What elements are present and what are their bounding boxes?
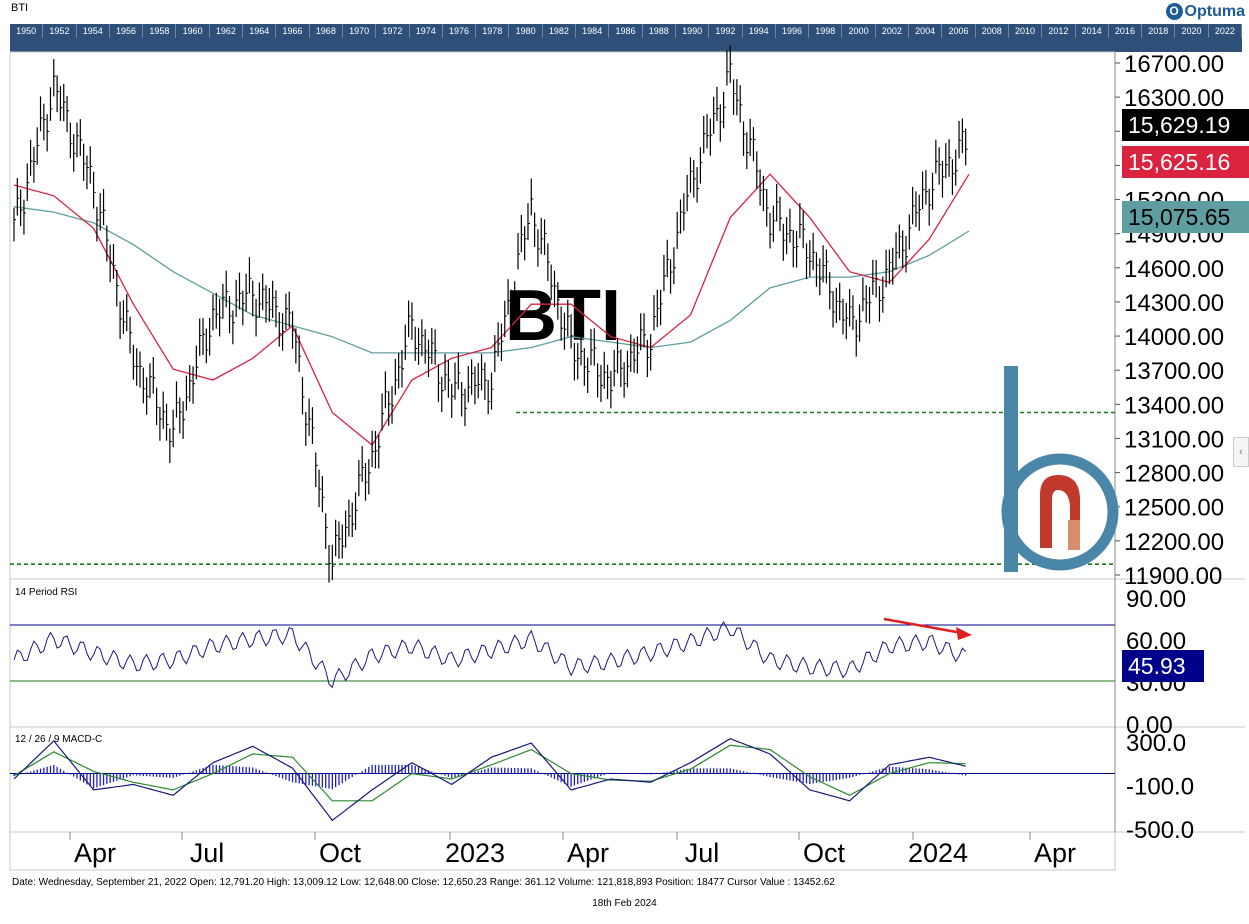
timeline-year: 1974 — [410, 24, 443, 38]
timeline-year: 2000 — [842, 24, 876, 38]
price-tick-label: 12500.00 — [1124, 495, 1224, 522]
divergence-arrowhead — [956, 627, 972, 640]
timeline-year: 1972 — [376, 24, 410, 38]
x-tick-label: 2024 — [908, 838, 968, 868]
timeline-year: 1980 — [509, 24, 543, 38]
divergence-arrow — [883, 617, 963, 635]
chart-date: 18th Feb 2024 — [592, 898, 657, 909]
logo-text: Optuma — [1184, 3, 1245, 20]
macd-pane-label: 12 / 26 / 9 MACD-C — [15, 734, 103, 745]
ma-short-line — [13, 173, 970, 446]
timeline-year: 1962 — [210, 24, 244, 38]
timeline-year: 1954 — [77, 24, 110, 38]
price-tick-label: 11900.00 — [1124, 563, 1222, 590]
x-tick-label: Apr — [1034, 838, 1076, 868]
price-tick-label: 13400.00 — [1124, 392, 1224, 419]
timeline-year: 2002 — [876, 24, 910, 38]
rsi-line — [13, 620, 967, 689]
timeline-year: 2006 — [942, 24, 976, 38]
timeline-year: 1964 — [243, 24, 277, 38]
rsi-pane-label: 14 Period RSI — [15, 587, 78, 598]
macd-line — [13, 738, 966, 822]
brand-logo-accent — [1068, 520, 1080, 550]
timeline-year: 1976 — [443, 24, 477, 38]
optuma-logo-icon: O — [1165, 3, 1183, 21]
ma-long-line — [13, 206, 970, 354]
x-tick-label: Oct — [803, 838, 846, 868]
timeline-year: 2022 — [1209, 24, 1242, 38]
ticker-label: BTI — [11, 2, 29, 14]
macd-signal-line — [13, 744, 966, 802]
x-tick-label: Oct — [319, 838, 362, 868]
timeline-year: 1966 — [276, 24, 310, 38]
price-tick-label: 13700.00 — [1124, 358, 1224, 385]
macd-tick-label: -100.0 — [1126, 773, 1194, 800]
rsi-tick-label: 0.00 — [1126, 712, 1173, 739]
rsi-value-badge: 45.93 — [1122, 650, 1204, 682]
brand-logo-ring — [1001, 453, 1119, 571]
timeline-year: 1988 — [643, 24, 676, 38]
timeline-year: 2010 — [1009, 24, 1043, 38]
price-tick-label: 16300.00 — [1124, 85, 1224, 112]
optuma-logo: O Optuma — [1165, 3, 1245, 21]
timeline-year: 1978 — [476, 24, 510, 38]
timeline-navigator[interactable]: 1950 1952 1954 1956 1958 1960 1962 1964 1966 1968… — [10, 24, 1242, 52]
timeline-year: 1960 — [176, 24, 210, 38]
timeline-year: 1956 — [110, 24, 144, 38]
timeline-year: 1992 — [709, 24, 743, 38]
timeline-year: 2018 — [1142, 24, 1176, 38]
timeline-year: 1958 — [143, 24, 177, 38]
x-tick-label: Jul — [190, 838, 225, 868]
timeline-year: 1968 — [310, 24, 343, 38]
price-tick-label: 12200.00 — [1124, 529, 1224, 556]
watermark-text: BTI — [505, 276, 621, 356]
timeline-year: 2014 — [1076, 24, 1109, 38]
price-tick-label: 12800.00 — [1124, 461, 1224, 488]
ma-short-badge: 15,625.16 — [1122, 146, 1249, 178]
timeline-year: 1970 — [343, 24, 377, 38]
x-tick-label: Apr — [74, 838, 116, 868]
price-tick-label: 14000.00 — [1124, 324, 1224, 351]
timeline-year: 1994 — [743, 24, 776, 38]
price-tick-label: 16700.00 — [1124, 51, 1224, 78]
macd-tick-label: 300.0 — [1126, 730, 1186, 757]
timeline-year: 1990 — [676, 24, 710, 38]
ma-long-badge: 15,075.65 — [1122, 201, 1249, 233]
timeline-year: 2012 — [1042, 24, 1076, 38]
brand-logo-mark — [1040, 475, 1080, 548]
rsi-tick-label: 90.00 — [1126, 586, 1186, 613]
price-tick-label: 13100.00 — [1124, 426, 1224, 453]
timeline-year: 1986 — [609, 24, 643, 38]
collapse-panel-button[interactable]: ‹ — [1233, 437, 1249, 467]
macd-tick-label: -500.0 — [1126, 817, 1194, 844]
timeline-year: 1952 — [43, 24, 77, 38]
timeline-year: 2008 — [976, 24, 1009, 38]
timeline-year: 2016 — [1109, 24, 1143, 38]
x-tick-label: 2023 — [445, 838, 505, 868]
x-tick-label: Jul — [685, 838, 720, 868]
timeline-year: 1982 — [543, 24, 577, 38]
cursor-info-bar: Date: Wednesday, September 21, 2022 Open… — [12, 877, 835, 888]
x-tick-label: Apr — [567, 838, 609, 868]
timeline-year: 2004 — [909, 24, 943, 38]
timeline-years: 1950 1952 1954 1956 1958 1960 1962 1964 1966 1968… — [10, 24, 1242, 38]
timeline-year: 1998 — [809, 24, 843, 38]
price-tick-label: 14300.00 — [1124, 290, 1224, 317]
timeline-year: 1996 — [776, 24, 810, 38]
timeline-year: 1950 — [10, 24, 44, 38]
last-price-badge: 15,629.19 — [1122, 109, 1249, 141]
timeline-year: 1984 — [576, 24, 610, 38]
timeline-year: 2020 — [1175, 24, 1209, 38]
price-tick-label: 14600.00 — [1124, 256, 1224, 283]
